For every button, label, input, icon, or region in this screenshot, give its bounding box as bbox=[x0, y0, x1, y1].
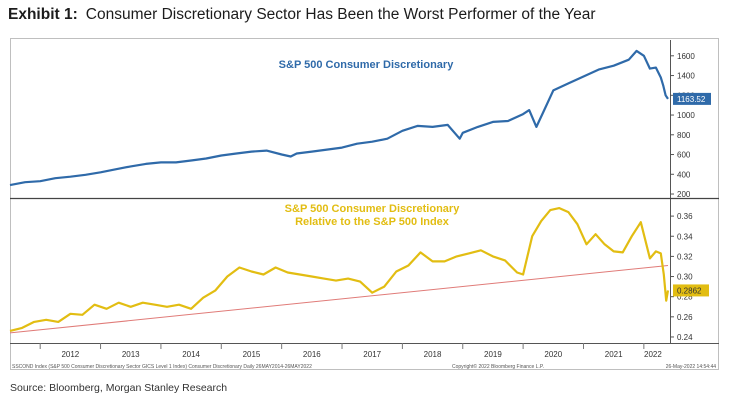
top-y-tick-label: 600 bbox=[677, 151, 691, 160]
x-tick-label: 2012 bbox=[61, 350, 79, 359]
x-tick-label: 2013 bbox=[122, 350, 140, 359]
chart-frame bbox=[10, 38, 719, 370]
trendline bbox=[9, 265, 669, 334]
x-tick-label: 2014 bbox=[182, 350, 200, 359]
copyright-note: Copyright© 2022 Bloomberg Finance L.P. bbox=[452, 363, 544, 370]
bottom-series-title: S&P 500 Consumer Discretionary Relative … bbox=[285, 203, 461, 228]
bottom-y-tick-label: 0.34 bbox=[677, 232, 693, 241]
x-tick-label: 2022 bbox=[644, 350, 662, 359]
top-y-tick-label: 800 bbox=[677, 131, 691, 140]
bottom-series-title-line-1: S&P 500 Consumer Discretionary bbox=[285, 203, 461, 215]
x-tick-label: 2017 bbox=[363, 350, 381, 359]
top-y-tick-label: 1000 bbox=[677, 111, 695, 120]
x-tick-label: 2021 bbox=[605, 350, 623, 359]
x-tick-label: 2019 bbox=[484, 350, 502, 359]
timestamp-note: 26-May-2022 14:54:44 bbox=[666, 364, 717, 370]
top-last-value-tag: 1163.52 bbox=[673, 92, 711, 105]
bottom-y-tick-label: 0.24 bbox=[677, 333, 693, 342]
series-line-consumer-discretionary bbox=[9, 49, 669, 187]
bottom-y-tick-label: 0.26 bbox=[677, 313, 693, 322]
x-tick-label: 2015 bbox=[243, 350, 261, 359]
top-panel: 2004006008001000120014001600 S&P 500 Con… bbox=[9, 49, 711, 199]
source-note: Source: Bloomberg, Morgan Stanley Resear… bbox=[10, 382, 228, 394]
x-tick-label: 2020 bbox=[544, 350, 562, 359]
top-series-title: S&P 500 Consumer Discretionary bbox=[279, 59, 455, 71]
x-tick-label: 2016 bbox=[303, 350, 321, 359]
bottom-y-tick-label: 0.28 bbox=[677, 293, 693, 302]
bottom-y-ticks: 0.24 0.26 0.28 0.30 0.32 0.34 0.36 bbox=[670, 212, 693, 342]
bottom-y-tick-label: 0.32 bbox=[677, 252, 693, 261]
series-line-relative bbox=[9, 207, 670, 332]
chart-border bbox=[10, 38, 719, 370]
top-last-value-text: 1163.52 bbox=[677, 95, 706, 104]
bottom-y-tick-label: 0.30 bbox=[677, 273, 693, 282]
x-tick-label: 2018 bbox=[424, 350, 442, 359]
bottom-panel: 0.24 0.26 0.28 0.30 0.32 0.34 0.36 S&P 500 Con… bbox=[9, 203, 709, 342]
bottom-last-value-tag: 0.2862 bbox=[673, 284, 709, 297]
top-y-ticks: 2004006008001000120014001600 bbox=[670, 52, 695, 199]
index-note: SSCOND Index (S&P 500 Consumer Discretio… bbox=[12, 364, 312, 370]
exhibit-title-text: Consumer Discretionary Sector Has Been t… bbox=[85, 6, 596, 23]
bottom-last-value-text: 0.2862 bbox=[677, 286, 702, 295]
bottom-y-tick-label: 0.36 bbox=[677, 212, 693, 221]
top-y-tick-label: 400 bbox=[677, 170, 691, 179]
top-y-tick-label: 1400 bbox=[677, 72, 695, 81]
top-y-tick-label: 1600 bbox=[677, 52, 695, 61]
x-axis-ticks: 2012 2013 2014 2015 2016 2017 2018 2019 2020 2021… bbox=[39, 343, 662, 359]
exhibit-label: Exhibit 1: bbox=[8, 6, 78, 23]
bottom-last-value-box bbox=[673, 284, 709, 297]
bottom-series-title-line-2: Relative to the S&P 500 Index bbox=[295, 216, 450, 228]
top-last-value-box bbox=[673, 92, 711, 105]
top-y-tick-label: 200 bbox=[677, 190, 691, 199]
exhibit-title: Exhibit 1: Consumer Discretionary Sector … bbox=[8, 6, 595, 24]
